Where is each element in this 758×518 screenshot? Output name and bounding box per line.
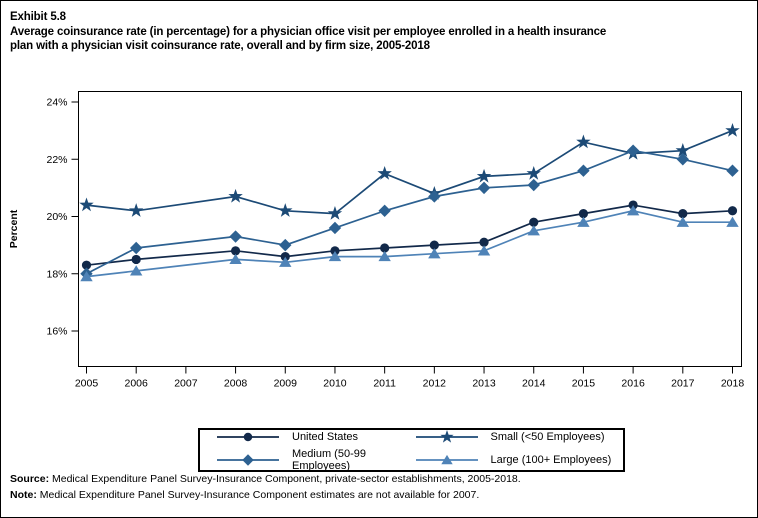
legend-label: Medium (50-99 Employees) (292, 447, 366, 472)
svg-text:24%: 24% (46, 97, 67, 109)
svg-text:2009: 2009 (274, 378, 298, 390)
chart-title-line-2: plan with a physician visit coinsurance … (10, 40, 430, 52)
svg-text:2013: 2013 (472, 378, 496, 390)
y-axis-label: Percent (8, 209, 20, 248)
circle-marker-icon (217, 432, 279, 441)
legend-item-large: Large (100+ Employees) (415, 448, 614, 472)
svg-text:18%: 18% (46, 268, 67, 280)
legend-item-united-states: United States (216, 429, 415, 445)
svg-text:16%: 16% (46, 326, 67, 338)
chart-header: Exhibit 5.8 Average coinsurance rate (in… (10, 10, 750, 54)
svg-text:2012: 2012 (423, 378, 447, 390)
svg-text:22%: 22% (46, 154, 67, 166)
chart-legend: United States Small (<50 Employees) Medi… (198, 428, 625, 472)
svg-text:2005: 2005 (75, 378, 99, 390)
legend-label: Large (100+ Employees) (490, 453, 612, 466)
svg-text:20%: 20% (46, 211, 67, 223)
legend-item-medium: Medium (50-99 Employees) (216, 448, 415, 472)
availability-note: Note: Medical Expenditure Panel Survey-I… (10, 488, 480, 501)
svg-text:2015: 2015 (572, 378, 596, 390)
svg-text:2007: 2007 (174, 378, 198, 390)
svg-text:2017: 2017 (671, 378, 695, 390)
plot-frame (78, 91, 742, 367)
diamond-marker-icon (217, 453, 279, 466)
chart-title-line-1: Average coinsurance rate (in percentage)… (10, 25, 607, 38)
series-large-100-employees (80, 205, 739, 282)
star-marker-icon (415, 429, 478, 443)
legend-label: United States (292, 430, 359, 443)
series-small-50-employees (79, 123, 740, 220)
source-note: Source: Medical Expenditure Panel Survey… (10, 473, 521, 485)
series-united-states (81, 200, 738, 270)
svg-text:2010: 2010 (323, 378, 347, 390)
svg-text:2011: 2011 (373, 378, 396, 390)
svg-text:2016: 2016 (621, 378, 645, 390)
svg-text:2014: 2014 (522, 378, 546, 390)
legend-label: Small (<50 Employees) (490, 430, 605, 443)
triangle-marker-icon (415, 454, 478, 464)
series-medium-50-99-employees (80, 144, 739, 280)
exhibit-number: Exhibit 5.8 (10, 11, 66, 23)
chart-footnotes: Source: Medical Expenditure Panel Survey… (10, 472, 750, 503)
svg-text:2008: 2008 (224, 378, 248, 390)
svg-text:2006: 2006 (125, 378, 149, 390)
svg-text:2018: 2018 (721, 378, 745, 390)
legend-item-small: Small (<50 Employees) (415, 429, 614, 445)
